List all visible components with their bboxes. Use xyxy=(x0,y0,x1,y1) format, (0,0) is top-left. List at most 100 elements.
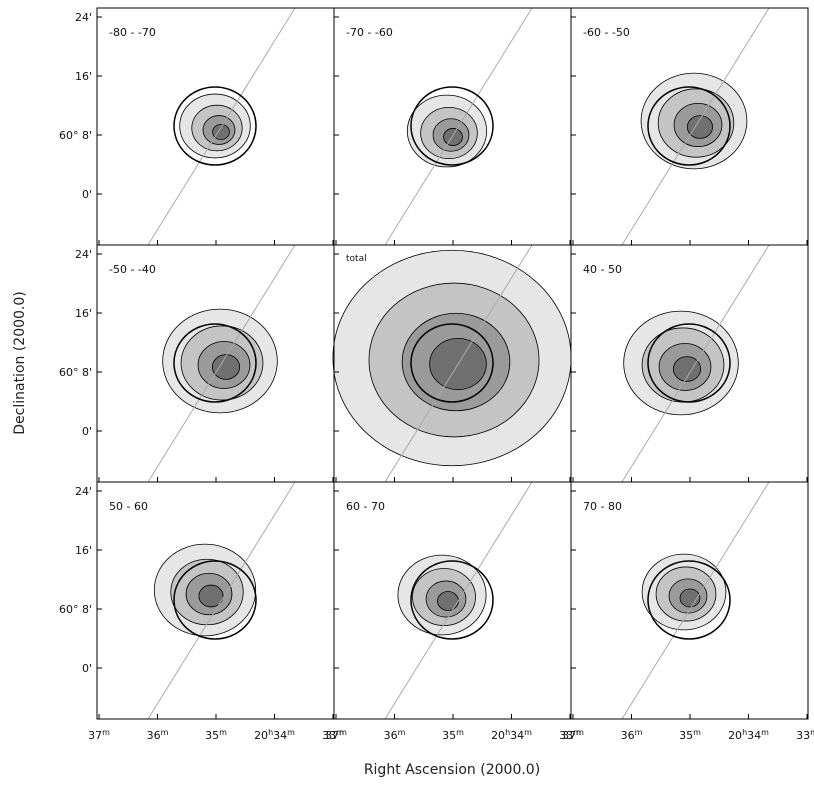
beam-circle xyxy=(410,323,494,403)
x-tick-part: 35 xyxy=(205,729,219,742)
x-tick-part: 34 xyxy=(747,729,761,742)
contour xyxy=(672,356,702,382)
panel: -60 - -50 xyxy=(570,7,809,246)
y-tick-label: 16' xyxy=(75,70,92,83)
contour xyxy=(443,128,463,146)
beam-circle xyxy=(173,323,257,403)
galactic-plane xyxy=(384,481,533,720)
beam-circle xyxy=(173,560,257,640)
beam-circle xyxy=(410,86,494,166)
x-tick-label: 35m xyxy=(205,728,227,742)
x-tick-part: h xyxy=(268,728,273,737)
x-tick-part: 36 xyxy=(384,729,398,742)
x-tick-part: 37 xyxy=(88,729,102,742)
panel-label: 60 - 70 xyxy=(346,500,385,513)
contour xyxy=(211,354,241,380)
galactic-plane xyxy=(384,7,533,246)
x-axis-label: Right Ascension (2000.0) xyxy=(364,762,540,778)
x-tick-part: 36 xyxy=(147,729,161,742)
y-tick-label: 16' xyxy=(75,544,92,557)
beam-circle xyxy=(410,560,494,640)
x-tick-part: m xyxy=(219,728,227,737)
x-tick-part: 20 xyxy=(491,729,505,742)
x-tick-part: 37 xyxy=(562,729,576,742)
beam-circle xyxy=(647,560,731,640)
y-tick-label: 0' xyxy=(82,188,92,201)
beam-circle xyxy=(173,86,257,166)
y-tick-label: 60° 8' xyxy=(59,603,92,616)
x-tick-part: 33 xyxy=(796,729,810,742)
panel-label: total xyxy=(346,254,367,264)
x-tick-part: 34 xyxy=(273,729,287,742)
panel: 50 - 60 xyxy=(96,481,335,720)
panel: total xyxy=(332,244,572,483)
beam-circle xyxy=(647,323,731,403)
panel-label: -60 - -50 xyxy=(583,26,630,39)
x-tick-label: 20h34m xyxy=(254,728,295,742)
x-tick-part: m xyxy=(693,728,701,737)
y-tick-label: 24' xyxy=(75,248,92,261)
x-tick-label: 36m xyxy=(384,728,406,742)
panel: 40 - 50 xyxy=(570,244,809,483)
x-tick-part: h xyxy=(742,728,747,737)
galactic-plane xyxy=(147,481,296,720)
galactic-plane xyxy=(147,244,296,483)
panel-label: 40 - 50 xyxy=(583,263,622,276)
y-axis-label: Declination (2000.0) xyxy=(12,291,28,435)
galactic-plane xyxy=(384,244,533,483)
y-tick-label: 60° 8' xyxy=(59,129,92,142)
galactic-plane xyxy=(621,244,770,483)
x-tick-label: 33m xyxy=(322,728,344,742)
x-tick-part: m xyxy=(456,728,464,737)
x-tick-part: m xyxy=(161,728,169,737)
x-tick-part: m xyxy=(339,728,347,737)
x-tick-label: 33m xyxy=(559,728,581,742)
x-tick-part: 36 xyxy=(621,729,635,742)
x-tick-part: 34 xyxy=(510,729,524,742)
x-tick-label: 35m xyxy=(442,728,464,742)
panel: -80 - -70 xyxy=(96,7,335,246)
contour xyxy=(437,591,459,611)
x-tick-part: m xyxy=(576,728,584,737)
panel-label: -70 - -60 xyxy=(346,26,393,39)
x-tick-label: 37m xyxy=(562,728,584,742)
x-tick-part: 33 xyxy=(322,729,336,742)
x-tick-part: m xyxy=(761,728,769,737)
x-tick-part: 20 xyxy=(254,729,268,742)
panel: 60 - 70 xyxy=(333,481,572,720)
y-tick-label: 0' xyxy=(82,425,92,438)
galactic-plane xyxy=(621,7,770,246)
panel-label: 70 - 80 xyxy=(583,500,622,513)
y-tick-label: 0' xyxy=(82,662,92,675)
x-tick-label: 36m xyxy=(147,728,169,742)
panel-label: 50 - 60 xyxy=(109,500,148,513)
x-tick-part: m xyxy=(635,728,643,737)
x-tick-part: m xyxy=(524,728,532,737)
x-tick-label: 33m xyxy=(796,728,814,742)
y-tick-label: 24' xyxy=(75,11,92,24)
contour xyxy=(198,584,224,608)
y-tick-label: 24' xyxy=(75,485,92,498)
x-tick-part: 33 xyxy=(559,729,573,742)
x-tick-label: 20h34m xyxy=(728,728,769,742)
contour xyxy=(687,115,714,139)
x-tick-label: 37m xyxy=(88,728,110,742)
panel: -50 - -40 xyxy=(96,244,335,483)
x-tick-part: m xyxy=(810,728,814,737)
panel-label: -50 - -40 xyxy=(109,263,156,276)
x-tick-part: h xyxy=(505,728,510,737)
contour xyxy=(212,124,230,141)
panel: 70 - 80 xyxy=(570,481,809,720)
x-tick-label: 20h34m xyxy=(491,728,532,742)
galactic-plane xyxy=(147,7,296,246)
panel: -70 - -60 xyxy=(333,7,572,246)
y-tick-label: 16' xyxy=(75,307,92,320)
x-tick-label: 36m xyxy=(621,728,643,742)
x-tick-part: 20 xyxy=(728,729,742,742)
x-tick-part: m xyxy=(336,728,344,737)
y-tick-label: 60° 8' xyxy=(59,366,92,379)
x-tick-part: m xyxy=(102,728,110,737)
x-tick-part: m xyxy=(287,728,295,737)
x-tick-part: 37 xyxy=(325,729,339,742)
